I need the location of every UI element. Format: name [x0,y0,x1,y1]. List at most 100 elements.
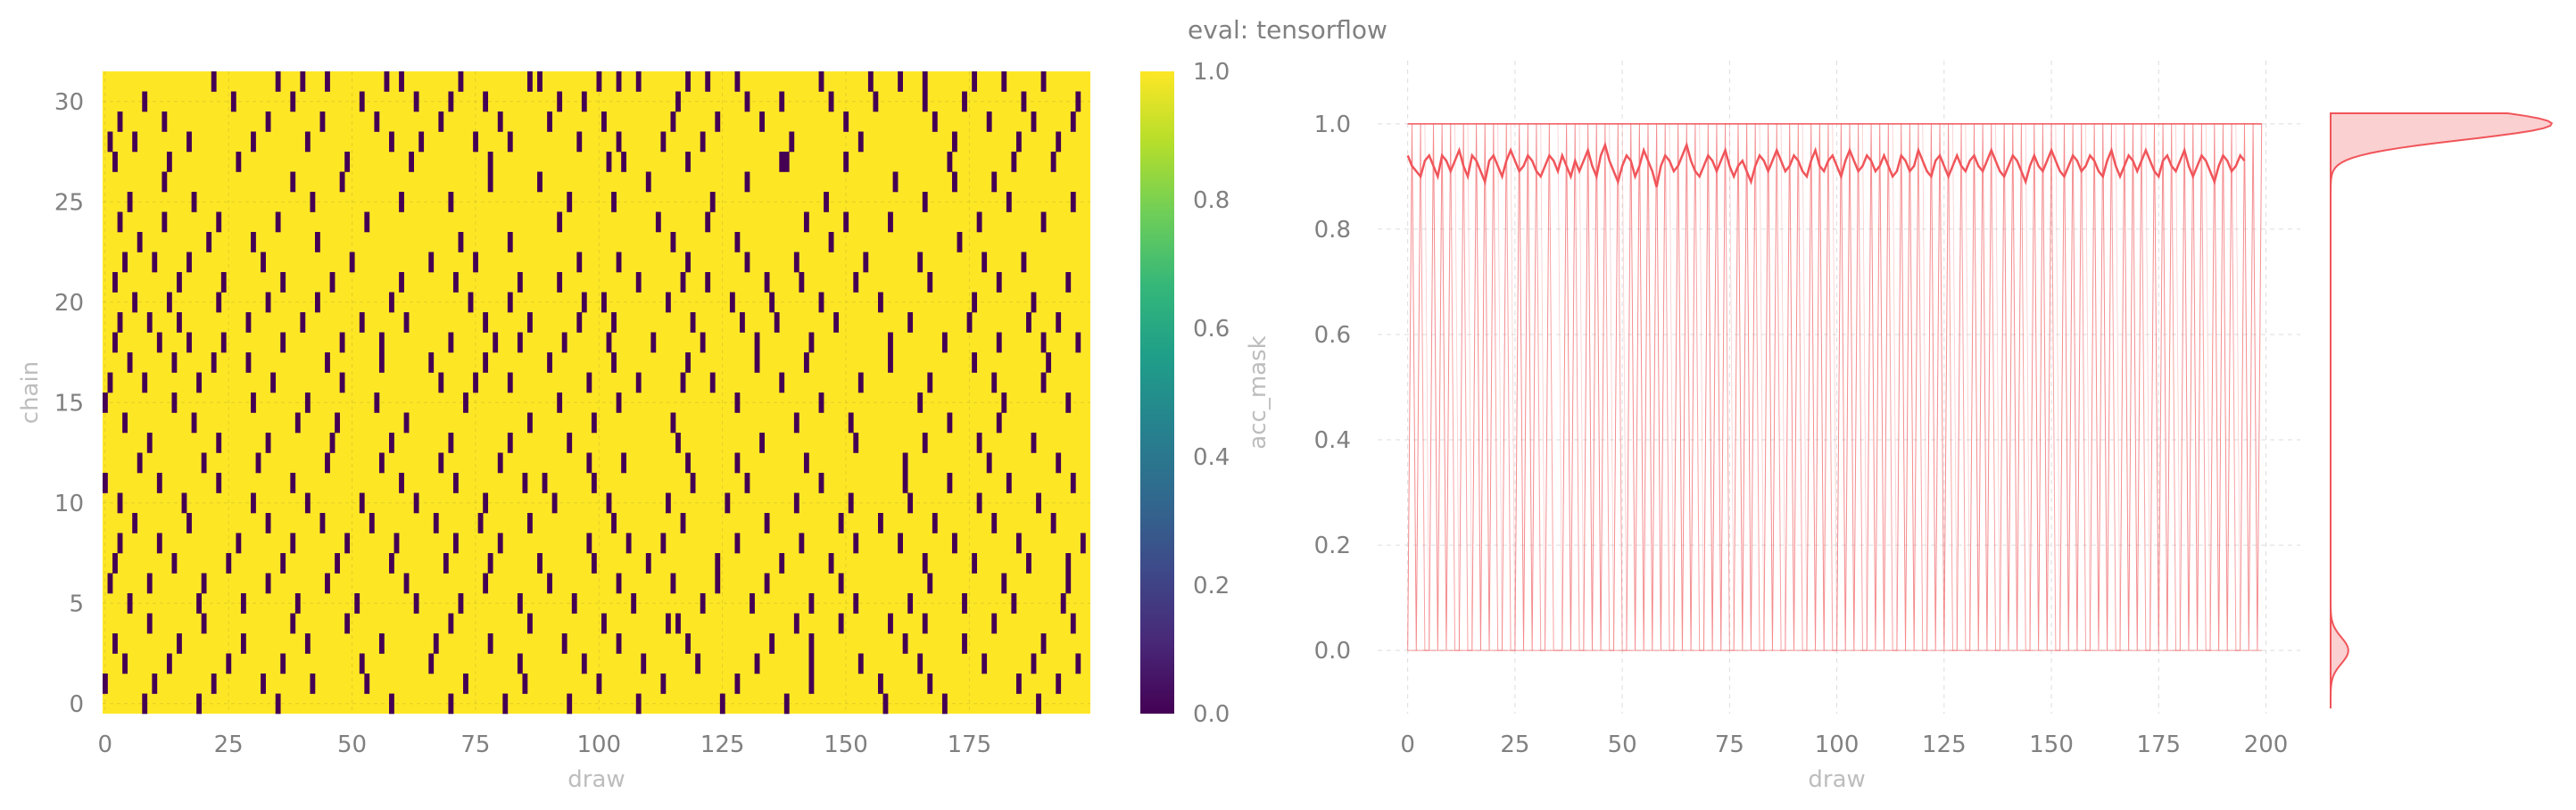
heatmap-cell-masked [828,232,834,252]
heatmap-cell-masked [660,533,667,554]
heatmap-cell-masked [428,352,435,373]
heatmap-cell-masked [567,192,573,212]
heatmap-cell-masked [280,553,286,574]
heatmap-cell-masked [917,393,924,413]
heatmap-cell-masked [705,272,711,293]
heatmap-cell-masked [310,674,316,694]
heatmap-cell-masked [561,633,567,654]
heatmap-cell-masked [290,91,296,112]
heatmap-y-axis-label: chain [17,361,44,424]
heatmap-cell-masked [769,633,775,654]
heatmap-cell-masked [216,433,222,453]
heatmap-cell-masked [300,71,306,92]
heatmap-cell-masked [962,593,967,614]
heatmap-cell-masked [152,252,158,273]
heatmap-cell-masked [191,412,197,434]
heatmap-cell-masked [873,91,879,112]
heatmap-cell-masked [576,131,583,153]
heatmap-cell-masked [1001,393,1007,413]
heatmap-cell-masked [201,613,207,634]
heatmap-cell-masked [374,112,380,132]
heatmap-cell-masked [310,192,316,212]
heatmap-cell-masked [902,473,908,493]
heatmap-cell-masked [452,473,459,493]
heatmap-cell-masked [818,393,824,413]
heatmap-cell-masked [251,131,256,153]
heatmap-cell-masked [359,91,365,112]
heatmap-cell-masked [369,513,375,533]
heatmap-cell-masked [162,112,168,132]
heatmap-cell-masked [1040,372,1047,393]
heatmap-cell-masked [1065,272,1072,293]
heatmap-cell-masked [275,693,281,715]
heatmap-cell-masked [1070,112,1076,132]
heatmap-cell-masked [122,252,128,273]
heatmap-cell-masked [403,312,410,333]
heatmap-cell-masked [962,633,967,654]
heatmap-cell-masked [606,492,612,514]
heatmap-cell-masked [621,152,627,172]
heatmap-cell-masked [142,693,148,715]
heatmap-cell-masked [186,252,192,273]
heatmap-cell-masked [1065,553,1072,574]
heatmap-cell-masked [378,633,385,654]
heatmap-cell-masked [359,312,365,333]
heatmap-cell-masked [922,553,928,574]
heatmap-cell-masked [675,91,681,112]
heatmap-cell-masked [818,292,824,313]
heatmap-cell-masked [186,332,192,353]
heatmap-cell-masked [537,71,543,92]
heatmap-cell-masked [838,513,844,533]
heatmap-cell-masked [660,674,667,694]
heatmap-cell-masked [996,412,1002,434]
heatmap-cell-masked [1070,192,1076,212]
heatmap-cell-masked [690,312,696,333]
heatmap-cell-masked [507,372,513,393]
heatmap-cell-masked [734,71,741,92]
heatmap-cell-masked [888,613,893,634]
heatmap-cell-masked [719,693,725,715]
heatmap-cell-masked [927,674,933,694]
heatmap-cell-masked [166,653,172,674]
heatmap-cell-masked [220,272,227,293]
heatmap-cell-masked [177,312,182,333]
heatmap-cell-masked [112,152,118,172]
heatmap-background [103,71,1090,714]
heatmap-cell-masked [507,433,513,453]
heatmap-cell-masked [275,211,281,233]
heatmap-cell-masked [922,91,928,112]
heatmap-cell-masked [487,152,493,172]
heatmap-x-tick-label: 175 [948,731,992,758]
colorbar-bar [1140,71,1174,714]
heatmap-cell-masked [581,292,587,313]
heatmap-cell-masked [616,71,622,92]
heatmap-cell-masked [769,292,775,313]
heatmap-cell-masked [473,252,478,273]
heatmap-cell-masked [127,593,133,614]
heatmap-cell-masked [898,71,903,92]
heatmap-cell-masked [655,211,661,233]
heatmap-cell-masked [947,152,953,172]
heatmap-cell-masked [477,513,484,533]
heatmap-cell-masked [1026,312,1031,333]
heatmap-cell-masked [146,613,153,634]
heatmap-cell-masked [1046,352,1052,373]
heatmap-cell-masked [1026,553,1031,574]
heatmap-cell-masked [137,232,143,252]
heatmap-cell-masked [670,412,676,434]
heatmap-cell-masked [1075,653,1081,674]
heatmap-cell-masked [265,573,271,594]
heatmap-cell-masked [156,533,162,554]
heatmap-cell-masked [132,513,138,533]
heatmap-cell-masked [117,533,123,554]
heatmap-cell-masked [557,91,563,112]
heatmap-cell-masked [473,131,478,153]
heatmap-cell-masked [517,332,523,353]
trace-y-tick-label: 1.0 [1314,112,1351,138]
heatmap-cell-masked [448,91,454,112]
heatmap-cell-masked [507,292,513,313]
heatmap-cell-masked [581,653,587,674]
heatmap-cell-masked [216,292,222,313]
heatmap-cell-masked [364,211,370,233]
heatmap-cell-masked [922,613,928,634]
